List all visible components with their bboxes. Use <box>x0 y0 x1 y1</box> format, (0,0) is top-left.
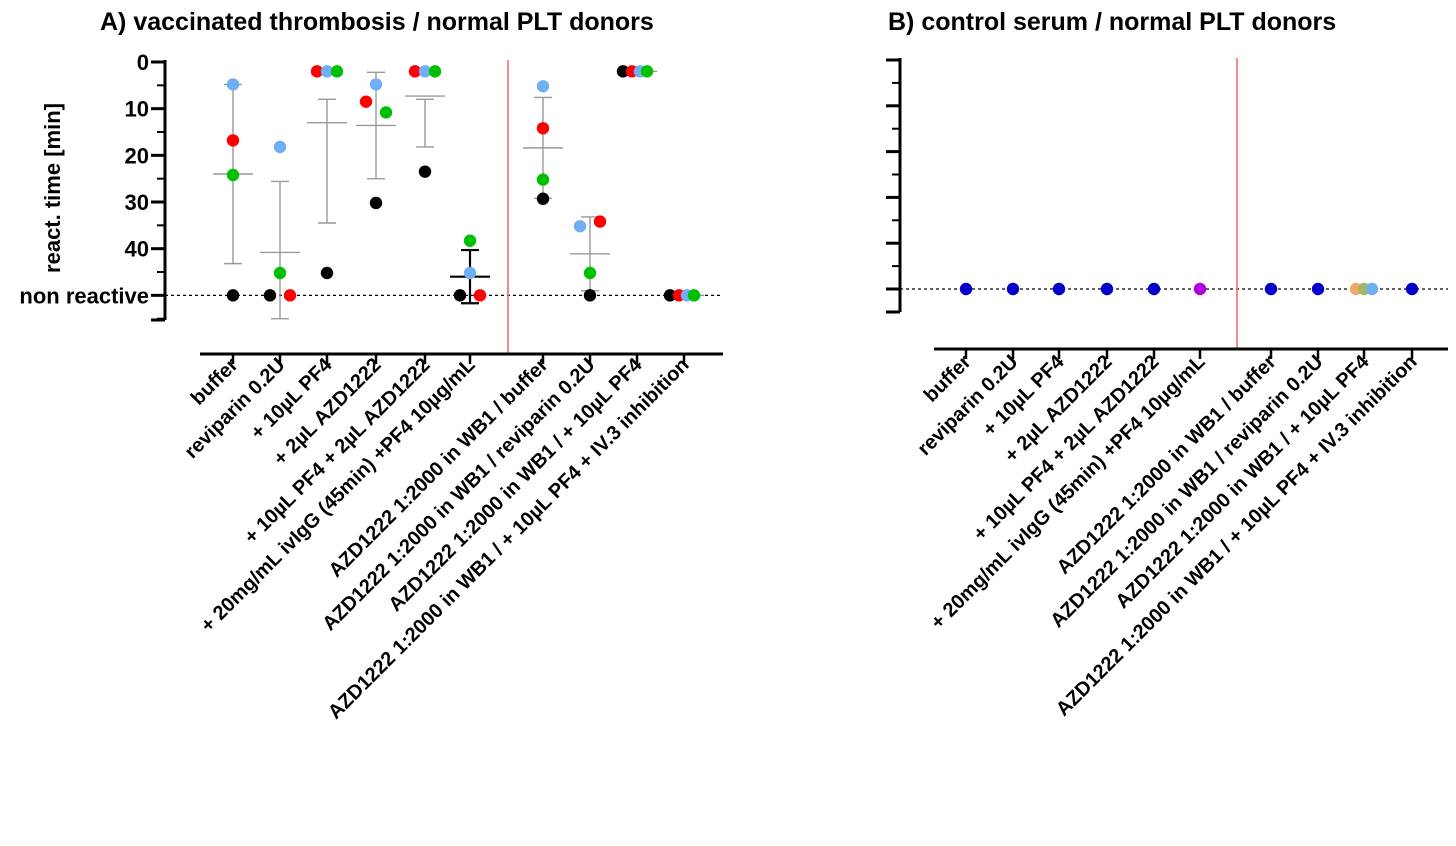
panel-a-data-point-green <box>536 173 550 186</box>
panel-a-y-axis-label: react. time [min] <box>40 103 65 273</box>
panel-a-data-point-blue <box>418 65 432 78</box>
panel-a-data-point-green <box>687 289 701 302</box>
panel-a-data-point-red <box>536 122 550 135</box>
panel-a-data-point-blue <box>273 140 287 154</box>
panel-b-data-point-blue <box>1365 282 1379 296</box>
panel-a-data-point-green <box>583 266 597 280</box>
panel-a-y-tick-label: non reactive <box>19 283 149 308</box>
panel-a-data-point-red <box>226 134 240 147</box>
panel-a-data-point-green <box>463 234 477 247</box>
panel-a-data-point-black <box>663 289 677 302</box>
panel-a-data-point-green <box>379 106 393 119</box>
panel-a-data-point-green <box>428 65 442 78</box>
panel-a-y-tick-label: 20 <box>125 143 149 168</box>
panel-a-data-point-red <box>593 215 607 228</box>
panel-b-data-point-navy <box>1264 282 1278 296</box>
panel-a-data-point-black <box>226 289 240 302</box>
panel-a-data-point-black <box>536 192 550 205</box>
panel-b-title: B) control serum / normal PLT donors <box>888 8 1336 36</box>
panel-a-data-point-red <box>310 65 324 78</box>
panel-a-title: A) vaccinated thrombosis / normal PLT do… <box>100 8 654 36</box>
panel-a-data-point-black <box>369 196 383 210</box>
panel-a-data-point-green <box>226 168 240 182</box>
panel-a-data-point-blue <box>573 220 587 233</box>
panel-a-data-point-blue <box>369 78 383 91</box>
panel-a-data-point-blue <box>226 78 240 91</box>
panel-a-y-tick-label: 40 <box>125 237 149 262</box>
panel-a-data-point-black <box>583 289 597 302</box>
panel-b-data-point-navy <box>1311 282 1325 296</box>
panel-a-data-point-black <box>616 65 630 78</box>
panel-a-data-point-black <box>418 165 432 178</box>
panel-b-data-point-navy <box>959 282 973 296</box>
panel-a-data-point-black <box>320 266 334 280</box>
panel-a-data-point-green <box>273 266 287 280</box>
panel-a-data-point-blue <box>536 80 550 93</box>
panel-b-data-point-navy <box>1006 282 1020 296</box>
panel-a-data-point-red <box>408 65 422 78</box>
panel-b-data-point-navy <box>1052 282 1066 296</box>
panel-a-data-point-green <box>640 65 654 78</box>
panel-a-y-tick-label: 10 <box>125 97 149 122</box>
panel-a-data-point-red <box>283 289 297 302</box>
panel-a-data-point-green <box>330 65 344 78</box>
panel-a-data-point-red <box>473 289 487 302</box>
panel-a-data-point-black <box>263 289 277 302</box>
panel-b-data-point-purple <box>1193 282 1207 296</box>
panel-a-y-tick-label: 0 <box>137 50 149 75</box>
panel-b-data-point-navy <box>1405 282 1419 296</box>
panel-a-y-tick-label: 30 <box>125 190 149 215</box>
panel-a-data-point-blue <box>463 266 477 280</box>
panel-a-data-point-red <box>359 95 373 108</box>
panel-a-data-point-blue <box>320 65 334 78</box>
panel-a-data-point-black <box>453 289 467 302</box>
panel-b-data-point-navy <box>1147 282 1161 296</box>
panel-b-data-point-navy <box>1100 282 1114 296</box>
